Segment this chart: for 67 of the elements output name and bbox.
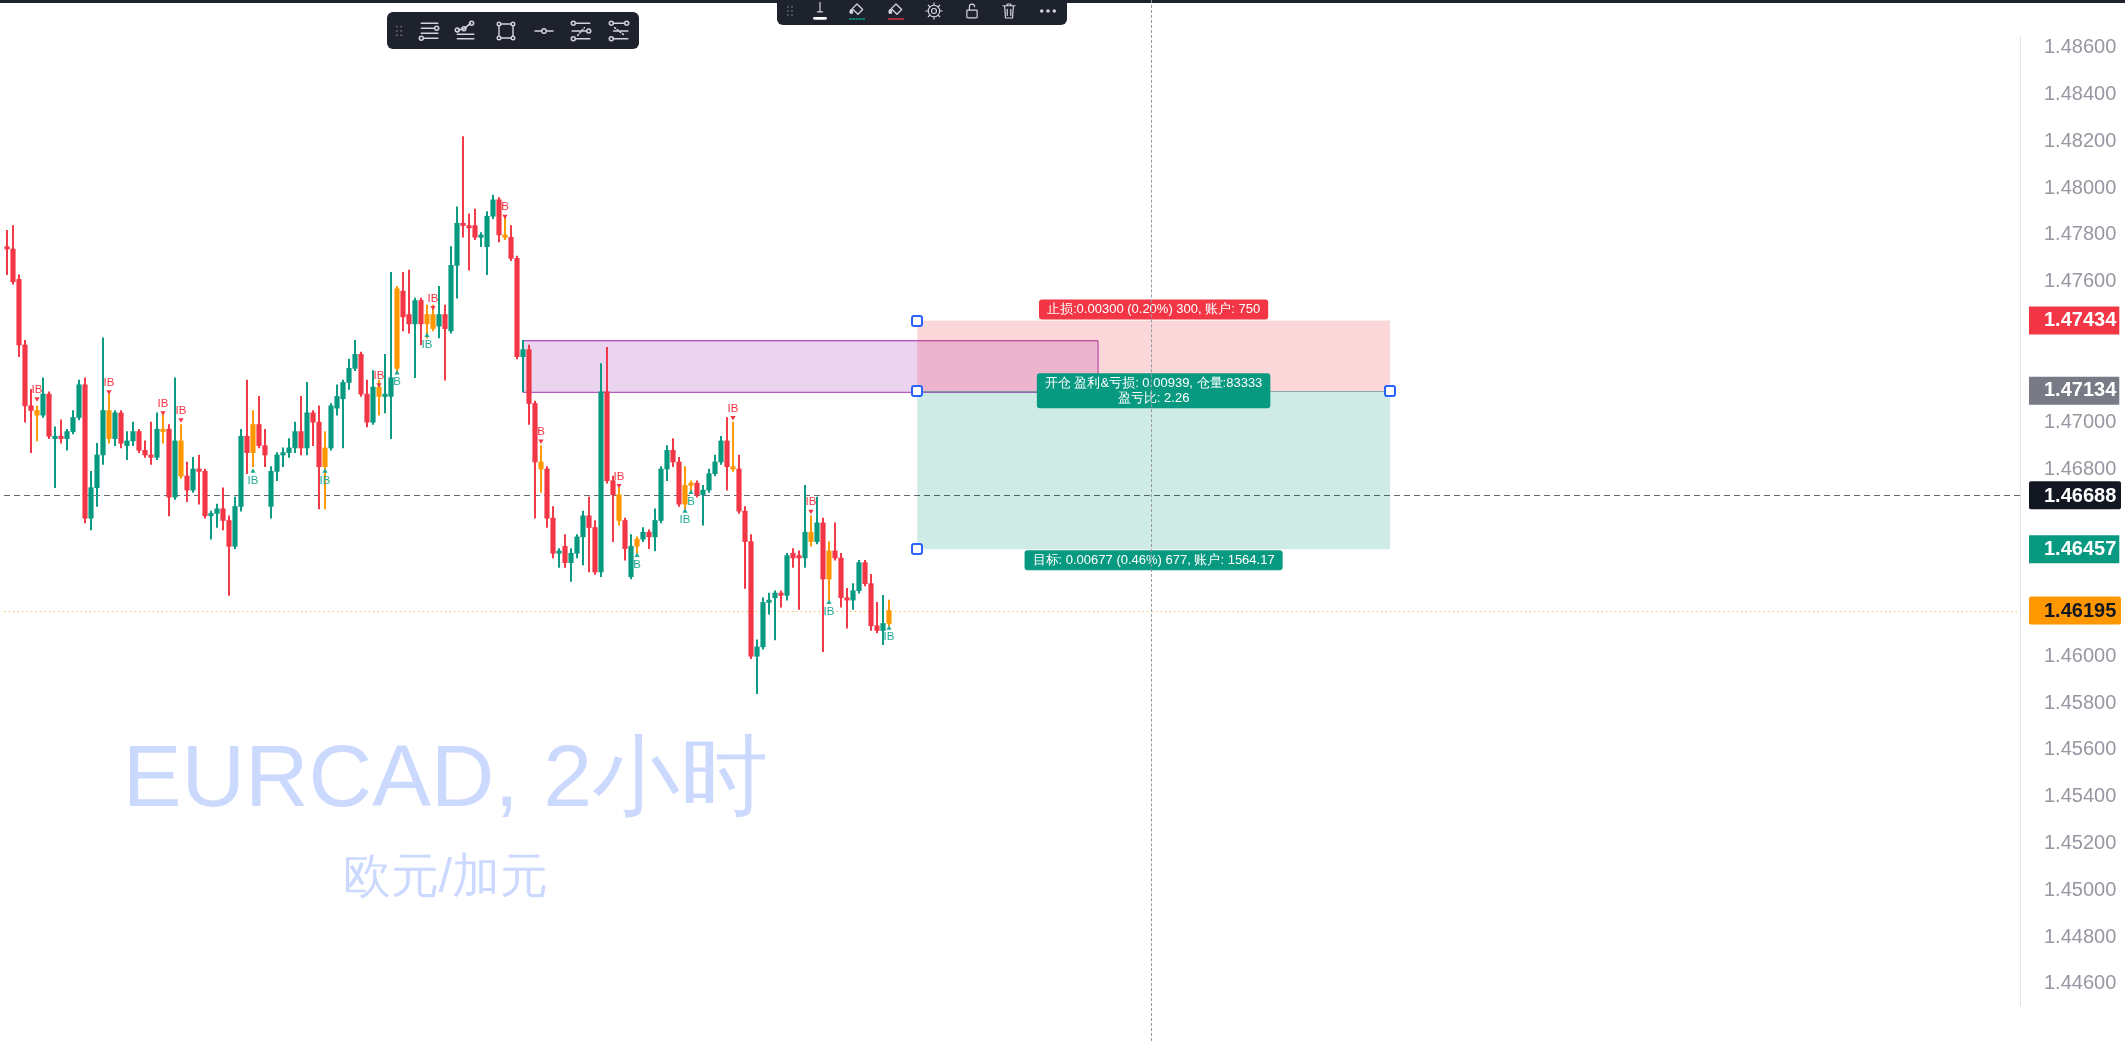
point <box>250 468 256 473</box>
data-label: B <box>537 425 546 438</box>
point <box>616 483 622 489</box>
data-label: IB <box>103 375 115 388</box>
y-tick-label: 1.48200 <box>2044 128 2117 151</box>
y-tick-label: 1.47800 <box>2044 222 2117 245</box>
y-tick-label: 1.47600 <box>2044 269 2117 292</box>
point <box>178 418 184 423</box>
candlestick <box>160 414 166 444</box>
data-label: IB <box>613 469 625 482</box>
candlestick <box>148 421 154 465</box>
y-tick-label: 1.44600 <box>2044 971 2117 994</box>
y-tick-label: 1.45400 <box>2044 784 2117 807</box>
data-label: IB <box>679 513 691 526</box>
y-tick-label: 1.47434 <box>2044 308 2118 331</box>
y-tick-label: 1.45200 <box>2044 831 2117 854</box>
y-tick-label: 1.46800 <box>2044 456 2117 479</box>
point <box>730 416 736 421</box>
point <box>322 468 328 473</box>
candlestick <box>52 426 58 489</box>
point <box>424 332 430 338</box>
candlestick <box>730 421 736 472</box>
point <box>886 625 892 630</box>
data-label: IB <box>373 368 385 381</box>
point <box>826 599 832 604</box>
candlestick <box>772 590 778 641</box>
y-tick-label: 1.47134 <box>2044 378 2118 401</box>
data-label: IB <box>823 604 835 617</box>
ref-line-label: 1.46688 <box>2044 483 2117 506</box>
data-label: IB <box>727 401 739 414</box>
point <box>682 508 688 513</box>
data-label: B <box>393 375 402 388</box>
point <box>160 411 166 416</box>
data-label: B <box>633 557 642 570</box>
y-tick-label: 1.44800 <box>2044 924 2117 947</box>
ref-line-label: 1.46195 <box>2044 599 2117 622</box>
point <box>394 370 400 375</box>
y-tick-label: 1.48000 <box>2044 175 2117 198</box>
point <box>34 397 40 402</box>
candlestick <box>700 485 706 526</box>
y-tick-label: 1.46457 <box>2044 536 2117 559</box>
data-label: IB <box>421 337 433 350</box>
data-label: IB <box>31 382 43 395</box>
point <box>430 306 436 311</box>
y-tick-label: 1.45000 <box>2044 877 2117 900</box>
data-label: B <box>501 200 510 213</box>
band-label: 目标: 0.00677 (0.46%) 677, 账户: 1564.17 <box>1032 551 1275 567</box>
candlestick <box>4 229 10 276</box>
data-label: B <box>687 494 696 507</box>
band-label: 止损:0.00300 (0.20%) 300, 账户: 750 <box>1047 301 1261 317</box>
point <box>538 439 544 444</box>
point <box>634 552 640 558</box>
y-tick-label: 1.45600 <box>2044 737 2117 760</box>
data-label: IB <box>805 495 817 508</box>
y-tick-label: 1.45800 <box>2044 690 2117 713</box>
y-tick-label: 1.46000 <box>2044 643 2117 666</box>
point <box>376 383 382 388</box>
y-tick-label: 1.48400 <box>2044 82 2117 105</box>
point <box>688 489 694 494</box>
data-label: IB <box>157 397 169 410</box>
data-label: IB <box>247 473 259 486</box>
data-label: IB <box>175 404 187 417</box>
y-tick-label: 1.48600 <box>2044 35 2117 58</box>
point <box>106 390 112 395</box>
data-label: IB <box>883 630 895 643</box>
data-label: IB <box>427 291 439 304</box>
y-tick-label: 1.47000 <box>2044 409 2117 432</box>
